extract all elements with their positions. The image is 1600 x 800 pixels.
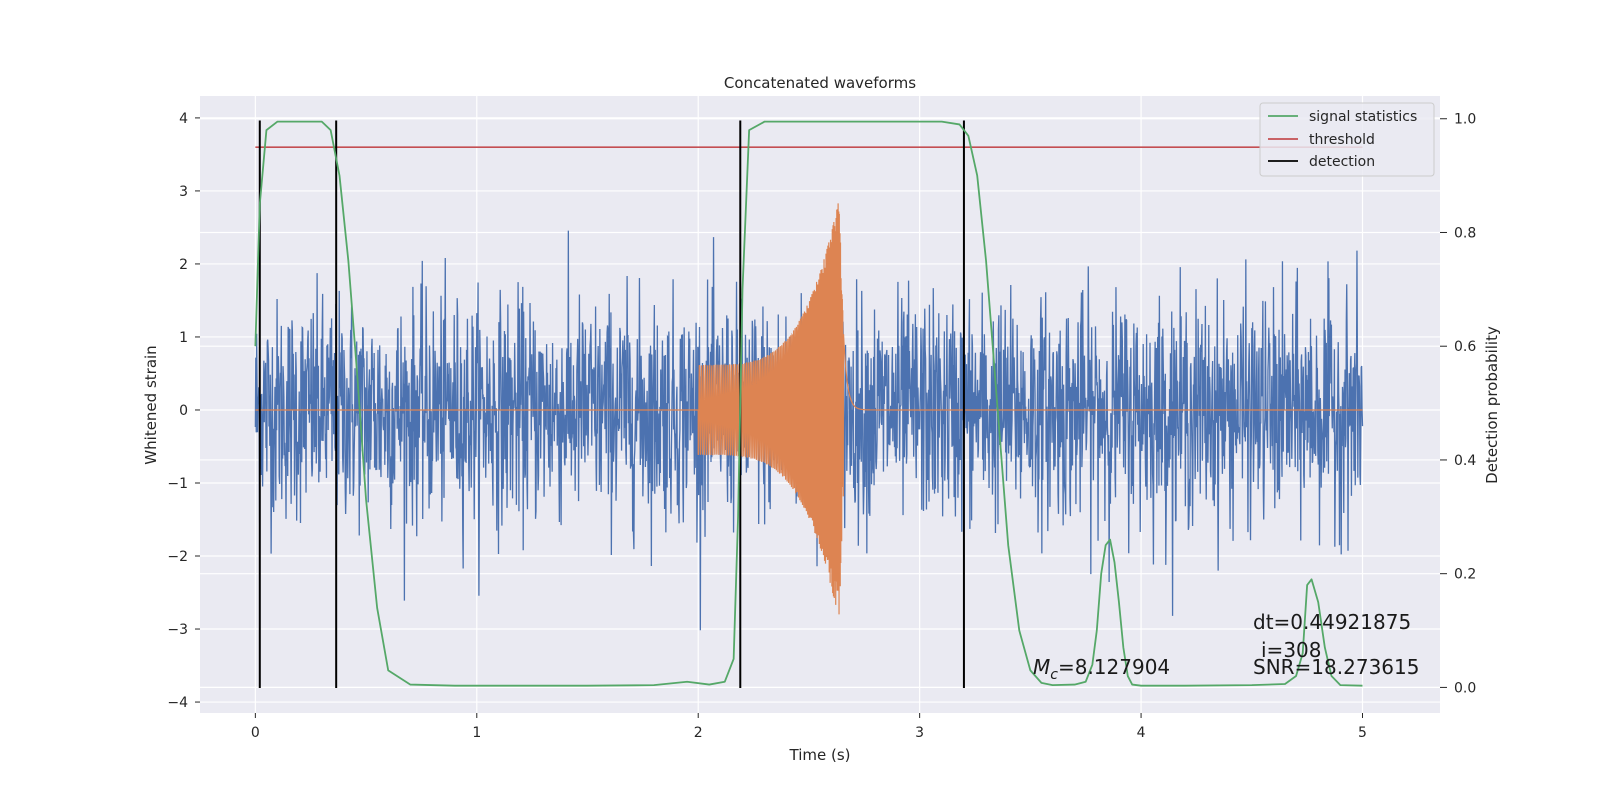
y2-tick-label: 1.0 bbox=[1454, 112, 1476, 128]
annotation-mc-symbol: M bbox=[1033, 655, 1050, 679]
y2-tick-label: 0.4 bbox=[1454, 453, 1476, 469]
template-series bbox=[255, 203, 1363, 615]
overlay-series bbox=[254, 120, 1363, 688]
annotation-mc-sub: c bbox=[1050, 667, 1058, 683]
y2-axis-label: Detection probability bbox=[1483, 326, 1501, 484]
y-tick-label: 1 bbox=[179, 330, 188, 346]
y-tick-label: 4 bbox=[179, 111, 188, 127]
y2-tick-label: 0.0 bbox=[1454, 680, 1476, 696]
y2-tick-label: 0.2 bbox=[1454, 567, 1476, 583]
legend-box bbox=[1259, 102, 1435, 177]
legend-label-signal-statistics: signal statistics bbox=[1309, 109, 1417, 125]
legend: signal statistics threshold detection bbox=[1259, 102, 1435, 177]
y-tick-label: 2 bbox=[179, 257, 188, 273]
y2-tick-label: 0.6 bbox=[1454, 339, 1476, 355]
legend-label-detection: detection bbox=[1309, 154, 1375, 170]
annotation-mc: Mc=8.127904 bbox=[1033, 655, 1170, 683]
y-tick-label: 3 bbox=[179, 184, 188, 200]
x-tick-label: 4 bbox=[1137, 725, 1146, 741]
axes: 0 1 2 3 4 5 −4 −3 −2 −1 0 1 2 3 4 0.0 0.2 0.4 0.6 0.8 1.0 bbox=[167, 111, 1476, 741]
y-tick-label: 0 bbox=[179, 403, 188, 419]
y-tick-label: −3 bbox=[167, 622, 188, 638]
x-tick-label: 3 bbox=[915, 725, 924, 741]
y-tick-label: −4 bbox=[167, 695, 188, 711]
x-tick-label: 0 bbox=[251, 725, 260, 741]
y-axis-label: Whitened strain bbox=[142, 345, 160, 464]
annotation-snr: SNR=18.273615 bbox=[1253, 655, 1419, 679]
y2-tick-label: 0.8 bbox=[1454, 225, 1476, 241]
annotation-dt: dt=0.44921875 bbox=[1253, 610, 1411, 634]
y-tick-label: −1 bbox=[167, 476, 188, 492]
x-tick-label: 5 bbox=[1358, 725, 1367, 741]
signal-statistics-line bbox=[254, 120, 1363, 687]
template-line bbox=[255, 203, 1363, 615]
annotation-i: i=308 bbox=[1261, 638, 1322, 662]
chart-title: Concatenated waveforms bbox=[724, 74, 916, 92]
y-tick-label: −2 bbox=[167, 549, 188, 565]
x-tick-label: 2 bbox=[694, 725, 703, 741]
legend-label-threshold: threshold bbox=[1309, 132, 1375, 148]
x-axis-label: Time (s) bbox=[789, 746, 851, 764]
x-tick-label: 1 bbox=[472, 725, 481, 741]
annotation-mc-value: =8.127904 bbox=[1058, 655, 1170, 679]
